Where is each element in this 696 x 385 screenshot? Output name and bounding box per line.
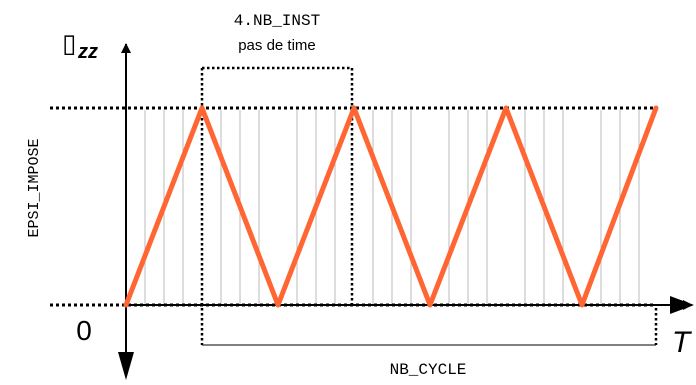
signal-waveform bbox=[123, 105, 659, 308]
y-axis-subscript: zz bbox=[77, 41, 98, 63]
origin-label: 0 bbox=[76, 315, 92, 346]
y-axis-symbol: ▯ bbox=[62, 28, 76, 58]
amplitude-label: EPSI_IMPOSE bbox=[26, 138, 43, 237]
steps-label-top: 4.NB_INST bbox=[234, 12, 320, 30]
nb-cycle-label: NB_CYCLE bbox=[390, 361, 467, 379]
step-gridlines bbox=[144, 110, 640, 304]
y-axis-down-arrow bbox=[118, 352, 134, 380]
x-axis-label: T bbox=[672, 326, 693, 359]
steps-label-bottom: pas de time bbox=[238, 37, 316, 54]
x-axis-arrowhead bbox=[670, 296, 694, 314]
